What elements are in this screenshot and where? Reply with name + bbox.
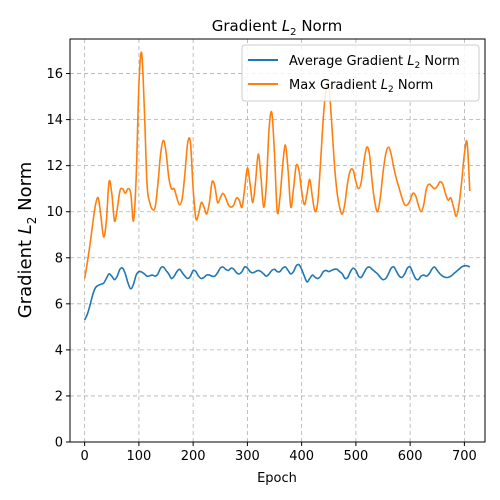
y-tick-label: 0 xyxy=(55,436,63,451)
y-tick-label: 2 xyxy=(55,389,63,404)
y-axis-label-subscript: 2 xyxy=(25,217,39,225)
y-axis-label-tail: Norm xyxy=(15,162,36,217)
x-tick-label: 600 xyxy=(398,449,423,464)
y-axis-label-math: L xyxy=(15,224,36,234)
legend-label-average-subscript: 2 xyxy=(414,61,420,71)
legend-label-max-subscript: 2 xyxy=(388,85,394,95)
x-axis-label: Epoch xyxy=(257,471,297,486)
y-tick-label: 4 xyxy=(55,343,63,358)
x-tick-label: 100 xyxy=(126,449,151,464)
x-tick-label: 200 xyxy=(181,449,206,464)
legend-box xyxy=(241,44,480,102)
legend-label-max-math: L xyxy=(381,78,388,93)
y-axis-ticks: 0 2 4 6 8 10 12 14 16 xyxy=(46,67,70,451)
legend-label-average-text: Average Gradient xyxy=(289,54,407,69)
y-tick-label: 12 xyxy=(46,159,63,174)
plot-frame xyxy=(69,38,486,443)
x-axis-ticks: 0 100 200 300 400 500 600 700 xyxy=(81,442,477,464)
x-tick-label: 0 xyxy=(81,449,89,464)
y-tick-label: 8 xyxy=(55,251,63,266)
chart-title-math: L xyxy=(282,17,290,35)
y-tick-label: 6 xyxy=(55,297,63,312)
legend-label-max-text: Max Gradient xyxy=(289,78,381,93)
y-tick-label: 14 xyxy=(46,113,63,128)
y-axis-label: Gradient L2 Norm xyxy=(15,162,39,319)
series-lines xyxy=(83,51,471,321)
x-tick-label: 700 xyxy=(452,449,477,464)
legend-label-average-tail: Norm xyxy=(420,54,460,69)
y-tick-label: 16 xyxy=(46,67,63,82)
y-tick-label: 10 xyxy=(46,205,63,220)
chart-title-subscript: 2 xyxy=(290,27,296,38)
legend-label-average-math: L xyxy=(407,54,414,69)
legend-label-max-tail: Norm xyxy=(394,78,434,93)
legend: Average Gradient L2 Norm Max Gradient L2… xyxy=(241,44,480,102)
legend-label-max: Max Gradient L2 Norm xyxy=(289,78,433,95)
chart-title-text: Gradient xyxy=(212,17,282,35)
series-line-max xyxy=(83,51,471,279)
chart-title: Gradient L2 Norm xyxy=(212,17,342,38)
x-tick-label: 400 xyxy=(289,449,314,464)
legend-label-average: Average Gradient L2 Norm xyxy=(289,54,460,71)
x-tick-label: 300 xyxy=(235,449,260,464)
chart-title-tail: Norm xyxy=(297,17,343,35)
series-line-average xyxy=(83,263,471,321)
y-axis-label-text: Gradient xyxy=(15,234,36,318)
x-tick-label: 500 xyxy=(343,449,368,464)
